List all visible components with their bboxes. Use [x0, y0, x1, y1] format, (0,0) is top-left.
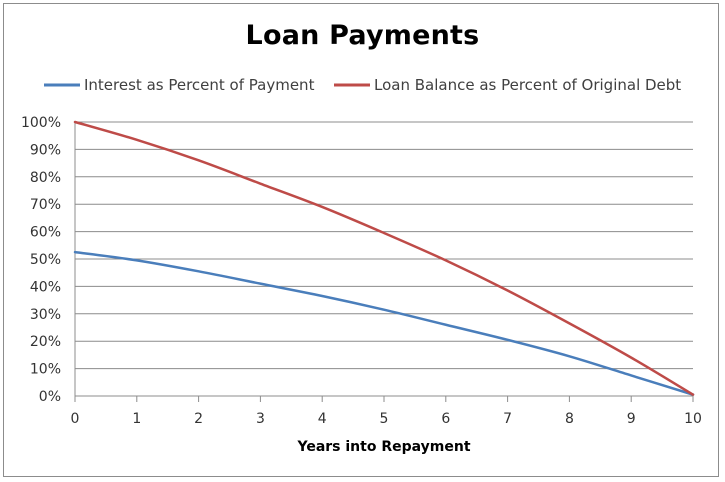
- x-tick-label: 7: [503, 411, 512, 427]
- y-tick-label: 50%: [30, 252, 61, 268]
- chart-title: Loan Payments: [245, 20, 480, 51]
- y-tick-label: 10%: [30, 362, 61, 378]
- x-tick-label: 4: [318, 411, 327, 427]
- y-tick-label: 70%: [30, 197, 61, 213]
- y-tick-label: 60%: [30, 225, 61, 241]
- legend-label: Interest as Percent of Payment: [84, 76, 315, 94]
- x-tick-label: 8: [565, 411, 574, 427]
- x-tick-label: 3: [256, 411, 265, 427]
- y-tick-label: 0%: [39, 389, 61, 405]
- chart-frame: [3, 3, 719, 477]
- y-tick-label: 20%: [30, 334, 61, 350]
- series-lines: [73, 120, 695, 396]
- x-tick-label: 10: [684, 411, 702, 427]
- x-axis-title: Years into Repayment: [296, 439, 470, 455]
- x-tick-label: 5: [380, 411, 389, 427]
- y-tick-label: 30%: [30, 307, 61, 323]
- y-tick-labels: 0% 10% 20% 30% 40% 50% 60% 70% 80% 90% 100%: [21, 115, 61, 405]
- y-tick-label: 100%: [21, 115, 61, 131]
- x-tick-label: 0: [71, 411, 80, 427]
- x-tick-label: 6: [441, 411, 450, 427]
- x-tick-label: 2: [194, 411, 203, 427]
- legend: Interest as Percent of Payment Loan Balan…: [44, 76, 681, 94]
- x-tick-label: 1: [132, 411, 141, 427]
- series-line-2: [73, 120, 695, 396]
- gridlines: [75, 121, 693, 370]
- x-tick-label: 9: [627, 411, 636, 427]
- x-tick-labels: 0 1 2 3 4 5 6 7 8 9 10: [71, 411, 702, 427]
- axes: [74, 122, 694, 402]
- series-line-1: [73, 250, 695, 396]
- y-tick-label: 40%: [30, 279, 61, 295]
- y-tick-label: 90%: [30, 142, 61, 158]
- y-tick-label: 80%: [30, 170, 61, 186]
- legend-label: Loan Balance as Percent of Original Debt: [374, 76, 681, 94]
